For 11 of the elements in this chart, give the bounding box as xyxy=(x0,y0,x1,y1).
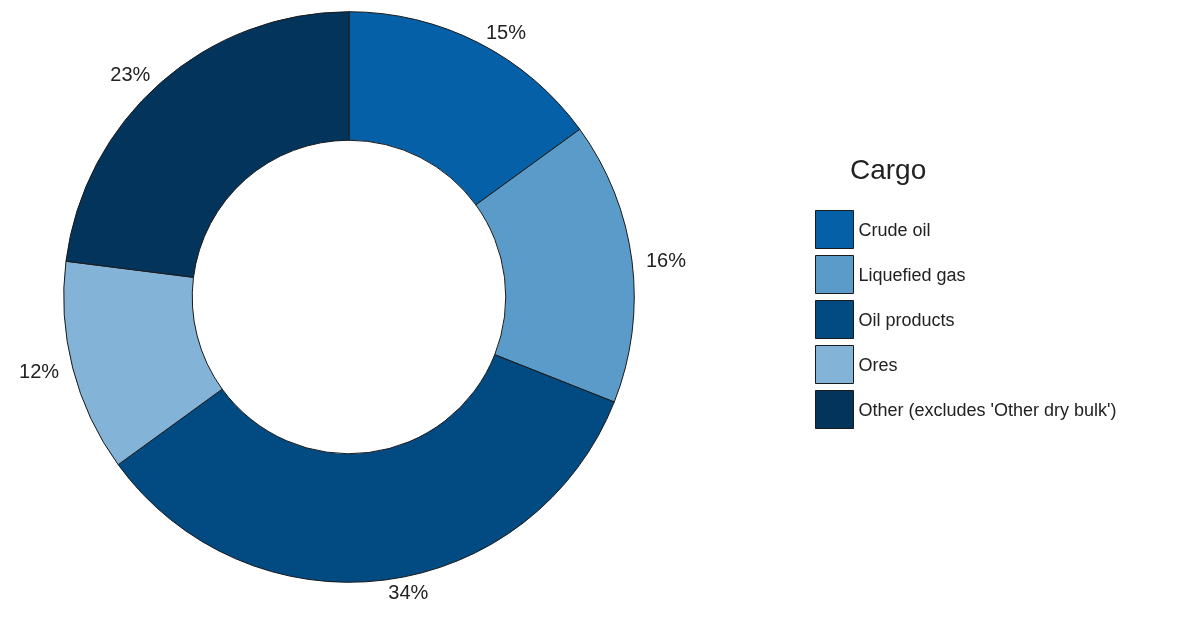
legend-label: Liquefied gas xyxy=(858,264,966,285)
data-label: 12% xyxy=(19,359,60,382)
legend-title: Cargo xyxy=(850,153,927,185)
data-label: 15% xyxy=(485,21,527,44)
data-label: 34% xyxy=(388,580,429,603)
legend-label: Ores xyxy=(858,354,898,375)
legend-label: Crude oil xyxy=(858,219,931,240)
data-label: 23% xyxy=(110,63,151,85)
data-label: 16% xyxy=(645,248,687,271)
legend-label: Other (excludes 'Other dry bulk') xyxy=(858,399,1117,420)
legend-label: Oil products xyxy=(858,309,955,330)
